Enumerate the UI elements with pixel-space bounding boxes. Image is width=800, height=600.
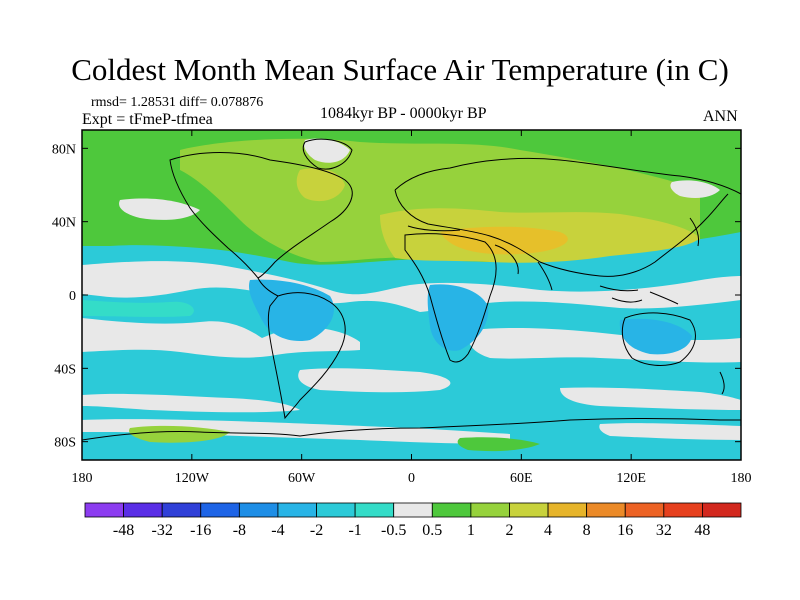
experiment-label: Expt = tFmeP-tfmea — [82, 111, 213, 128]
colorbar-swatch — [84, 502, 124, 518]
colorbar-label: -1 — [348, 522, 361, 539]
season-label: ANN — [703, 108, 738, 125]
map-title: Coldest Month Mean Surface Air Temperatu… — [71, 52, 729, 87]
lon-tick-label: 120E — [616, 471, 646, 486]
colorbar-swatch — [316, 502, 356, 518]
colorbar-label: 2 — [505, 522, 513, 539]
colorbar-label: -8 — [233, 522, 246, 539]
colorbar-label: 1 — [467, 522, 475, 539]
colorbar-swatch — [431, 502, 472, 518]
colorbar-swatch — [123, 502, 163, 518]
colorbar-swatch — [354, 502, 395, 518]
lon-tick-label: 60W — [288, 471, 316, 486]
colorbar-label: -32 — [152, 522, 173, 539]
colorbar-label: 8 — [583, 522, 591, 539]
colorbar-label: 48 — [694, 522, 710, 539]
colorbar-swatch — [702, 502, 742, 518]
coastlines — [82, 138, 741, 441]
colorbar-swatch — [586, 502, 626, 518]
colorbar-label: -0.5 — [381, 522, 406, 539]
colorbar-swatch — [547, 502, 588, 518]
colorbar-swatch — [238, 502, 279, 518]
lat-tick-label: 40S — [54, 362, 76, 377]
lon-tick-label: 180 — [731, 471, 752, 486]
lat-tick-label: 80N — [52, 142, 76, 157]
colorbar-label: -4 — [271, 522, 284, 539]
temperature-field — [82, 130, 741, 460]
colorbar: -48 -32 -16 -8 -4 -2 -1 -0.5 0.5 1 2 4 8 16 32 48 — [84, 502, 742, 539]
colorbar-swatch — [277, 502, 317, 518]
colorbar-swatch — [663, 502, 703, 518]
lat-tick-label: 0 — [69, 289, 76, 304]
colorbar-swatch — [624, 502, 665, 518]
lat-tick-label: 80S — [54, 436, 76, 451]
lon-tick-label: 60E — [510, 471, 533, 486]
colorbar-label: -48 — [113, 522, 134, 539]
colorbar-label: -16 — [190, 522, 211, 539]
stats-text: rmsd= 1.28531 diff= 0.078876 — [91, 95, 264, 110]
colorbar-swatch — [161, 502, 202, 518]
axis-labels: 180 120W 60W 0 60E 120E 180 80N 40N 0 40S 80S — [52, 142, 752, 486]
colorbar-label: 32 — [656, 522, 672, 539]
colorbar-label: 4 — [544, 522, 552, 539]
colorbar-label: 0.5 — [422, 522, 442, 539]
colorbar-label: -2 — [310, 522, 323, 539]
period-label: 1084kyr BP - 0000kyr BP — [320, 105, 487, 122]
colorbar-swatch — [470, 502, 510, 518]
colorbar-swatch — [393, 502, 433, 518]
lon-tick-label: 120W — [175, 471, 210, 486]
lat-tick-label: 40N — [52, 216, 76, 231]
axis-ticks — [81, 130, 742, 460]
colorbar-label: 16 — [617, 522, 633, 539]
colorbar-swatch — [200, 502, 240, 518]
lon-tick-label: 180 — [72, 471, 93, 486]
colorbar-swatch — [509, 502, 549, 518]
lon-tick-label: 0 — [408, 471, 415, 486]
